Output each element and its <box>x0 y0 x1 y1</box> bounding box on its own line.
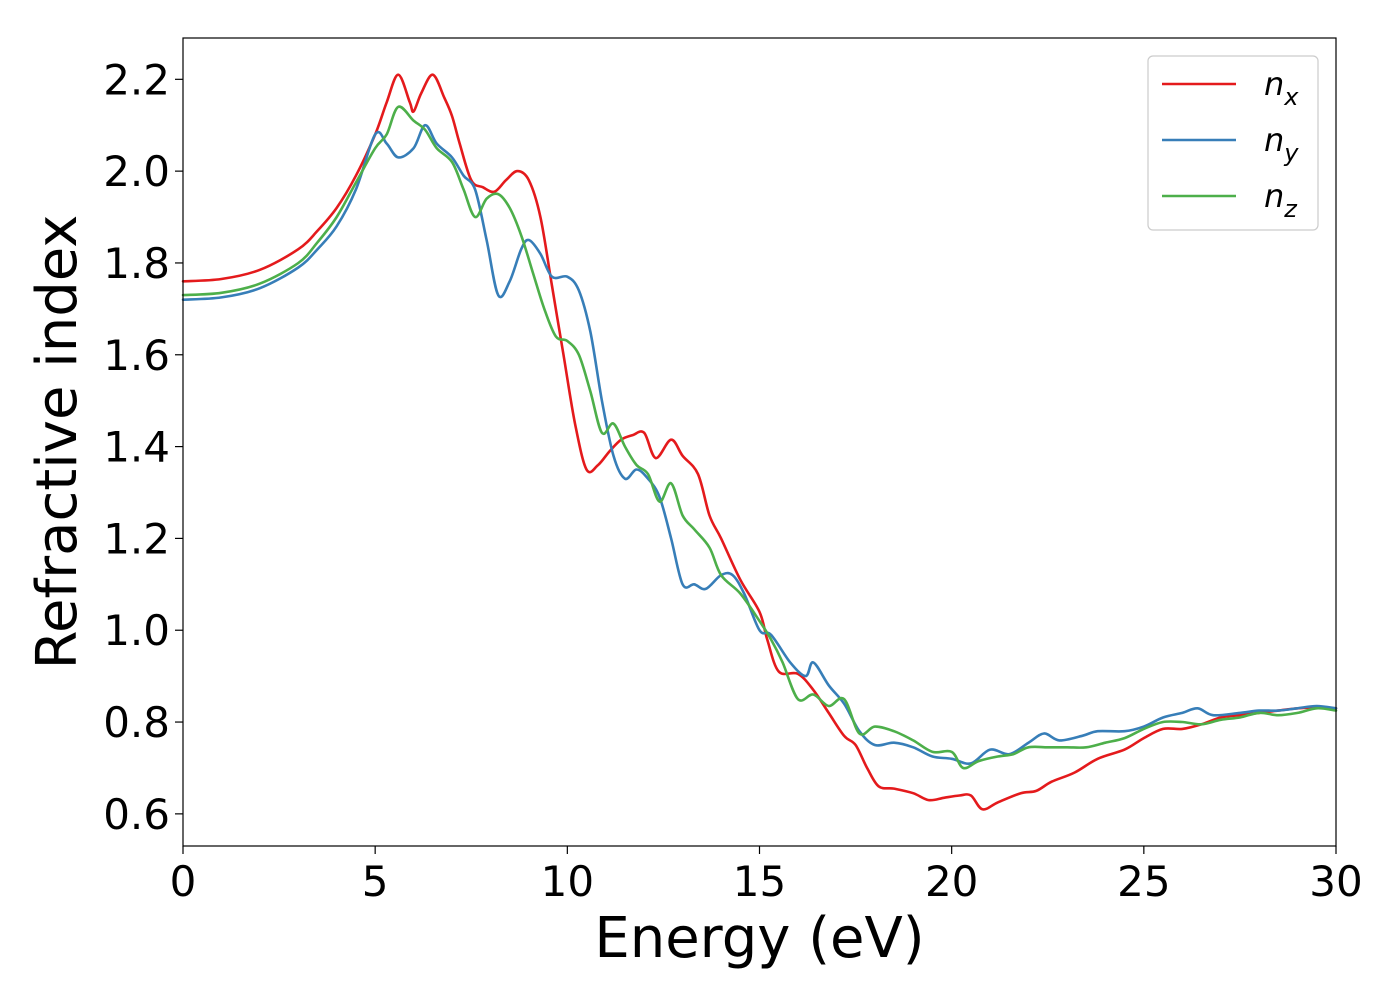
series-line-ny <box>181 123 1338 765</box>
x-tick-label: 0 <box>170 857 197 906</box>
y-tick-label: 1.0 <box>103 606 170 655</box>
x-axis-title: Energy (eV) <box>594 906 924 971</box>
series-line-nz <box>181 105 1338 770</box>
y-tick-label: 2.0 <box>103 147 170 196</box>
y-axis-title: Refractive index <box>25 215 90 670</box>
x-tick-label: 5 <box>362 857 389 906</box>
y-tick-label: 1.6 <box>103 331 170 380</box>
x-tick-label: 20 <box>925 857 978 906</box>
y-tick-label: 1.8 <box>103 239 170 288</box>
series-line-nx <box>181 73 1338 811</box>
y-tick-label: 0.6 <box>103 790 170 839</box>
x-axis: 0 5 10 15 20 25 30 <box>170 846 1363 906</box>
legend-box <box>1147 55 1319 231</box>
x-tick-label: 15 <box>733 857 786 906</box>
y-tick-label: 1.4 <box>103 423 170 472</box>
x-tick-label: 25 <box>1117 857 1170 906</box>
y-tick-label: 2.2 <box>103 55 170 104</box>
legend-subscript: y <box>1283 139 1299 167</box>
y-axis: 0.6 0.8 1.0 1.2 1.4 1.6 1.8 2.0 2.2 <box>103 55 183 839</box>
x-tick-label: 10 <box>541 857 594 906</box>
plot-background <box>183 38 1336 846</box>
series-layer <box>181 73 1338 811</box>
y-tick-label: 1.2 <box>103 514 170 563</box>
x-tick-label: 30 <box>1309 857 1362 906</box>
legend-subscript: z <box>1283 195 1298 223</box>
y-tick-label: 0.8 <box>103 698 170 747</box>
legend-subscript: x <box>1283 83 1299 111</box>
